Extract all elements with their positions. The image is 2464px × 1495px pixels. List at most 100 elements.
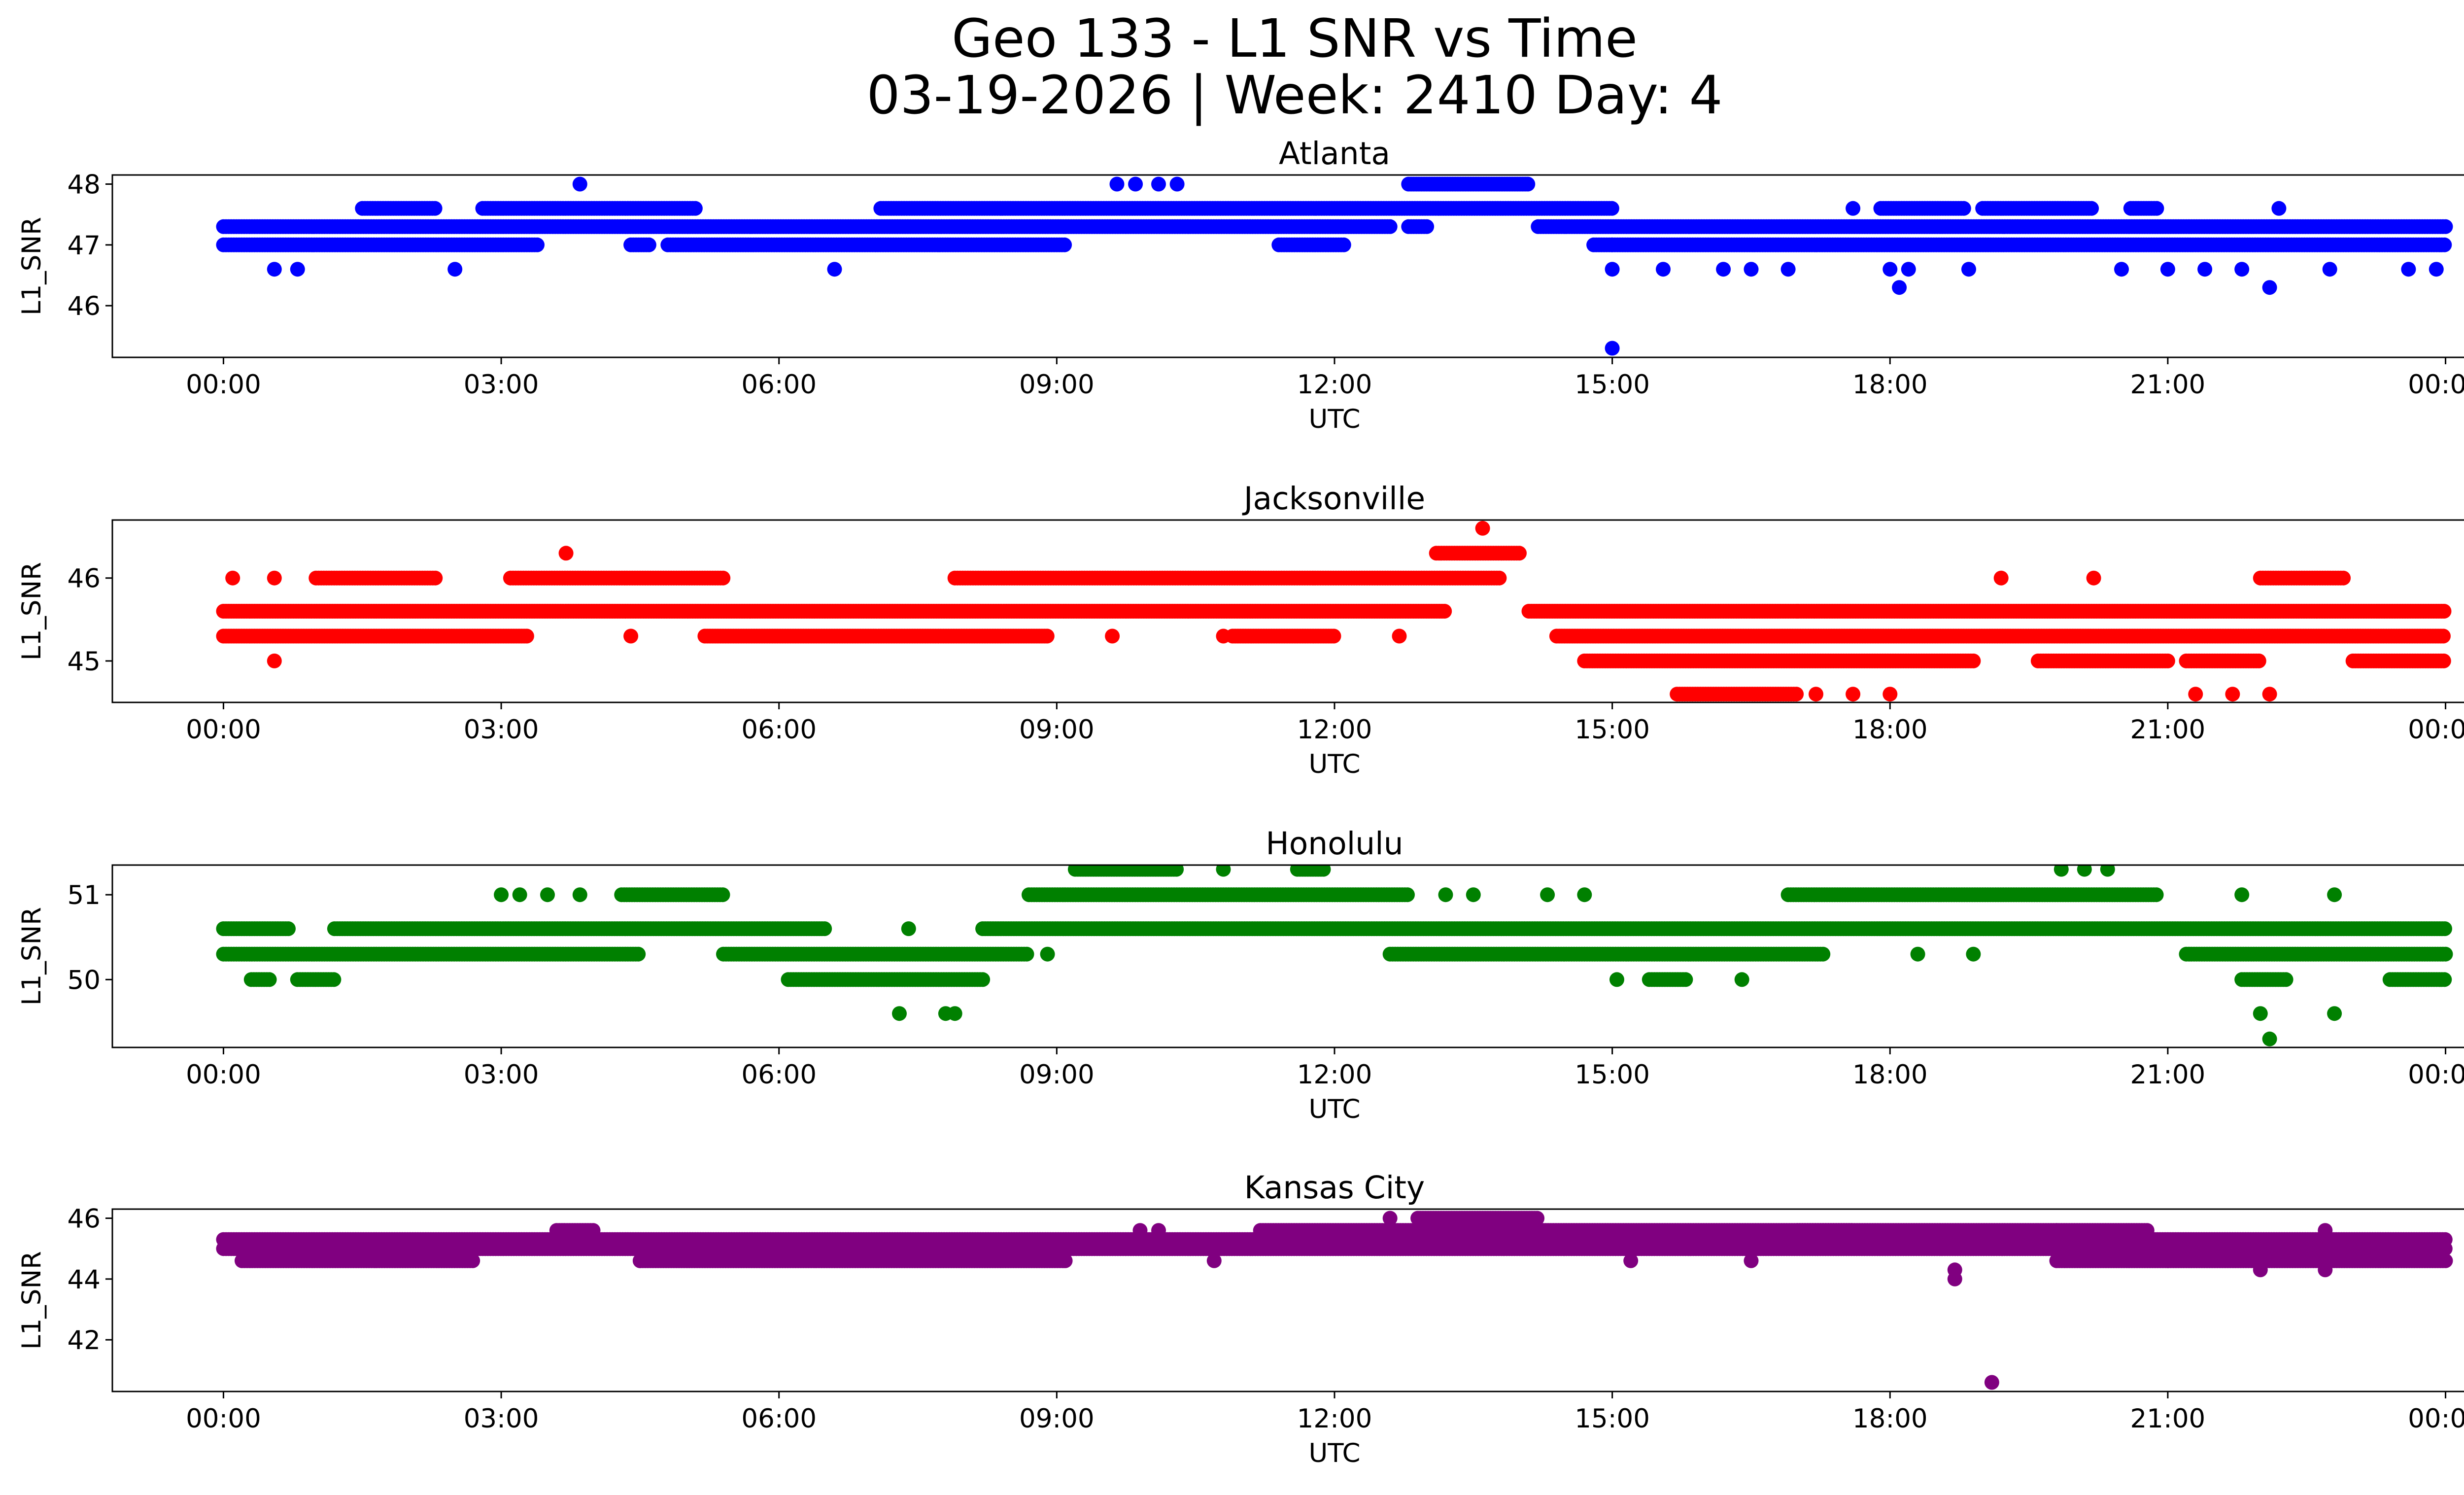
x-tick-label: 06:00 [741, 370, 817, 400]
x-tick-label: 06:00 [741, 715, 817, 745]
y-tick-label: 46 [68, 564, 101, 594]
data-point [530, 237, 545, 252]
y-axis-label: L1_SNR [17, 562, 47, 661]
y-axis-label: L1_SNR [17, 217, 47, 315]
data-point [1326, 628, 1341, 644]
data-point [1520, 176, 1536, 192]
data-point [267, 653, 282, 668]
data-point [1475, 521, 1490, 536]
data-point [572, 176, 587, 192]
data-point [1605, 262, 1620, 277]
data-point [2160, 653, 2175, 668]
x-axis-label: UTC [1308, 404, 1360, 434]
x-tick-label: 15:00 [1574, 715, 1650, 745]
data-point [2271, 201, 2287, 216]
x-tick-label: 12:00 [1297, 715, 1372, 745]
x-tick-label: 09:00 [1019, 715, 1095, 745]
data-point [267, 570, 282, 586]
data-point [2149, 201, 2164, 216]
data-point [1809, 687, 1823, 702]
x-tick-label: 18:00 [1852, 370, 1928, 400]
data-point [1790, 604, 1805, 619]
x-tick-label: 00:00 [186, 715, 261, 745]
subplot-title: Honolulu [1266, 826, 1403, 862]
y-tick-label: 45 [68, 647, 101, 677]
data-point [623, 628, 639, 644]
data-point [1105, 628, 1120, 644]
data-point [1780, 262, 1796, 277]
data-point [1882, 262, 1898, 277]
data-point [1605, 341, 1620, 356]
data-point [2188, 687, 2203, 702]
chart-title-line1: Geo 133 - L1 SNR vs Time [952, 8, 1638, 70]
data-point [2436, 653, 2451, 668]
data-point [1956, 201, 1971, 216]
data-point [1993, 570, 2009, 586]
data-point [1892, 280, 1907, 295]
data-point [447, 262, 463, 277]
data-point [2322, 262, 2337, 277]
data-point [428, 570, 443, 586]
data-point [2197, 262, 2213, 277]
data-point [1744, 262, 1759, 277]
chart-title-line2: 03-19-2026 | Week: 2410 Day: 4 [866, 65, 1722, 126]
data-point [558, 546, 574, 561]
data-point [1169, 176, 1185, 192]
data-point [281, 921, 296, 937]
data-point [1901, 262, 1916, 277]
data-point [1656, 262, 1671, 277]
data-point [2084, 201, 2099, 216]
data-point [1109, 176, 1125, 192]
data-point [2401, 262, 2416, 277]
x-tick-label: 00:00 [2408, 715, 2464, 745]
x-tick-label: 12:00 [1297, 370, 1372, 400]
data-point [1716, 262, 1731, 277]
data-point [1882, 687, 1898, 702]
data-point [1961, 262, 1976, 277]
data-point [1392, 628, 1407, 644]
y-tick-label: 48 [68, 170, 101, 200]
data-point [2114, 262, 2129, 277]
data-point [2437, 237, 2452, 252]
data-point [1151, 176, 1166, 192]
x-tick-label: 09:00 [1019, 370, 1095, 400]
y-tick-label: 47 [68, 231, 101, 261]
data-point [290, 262, 305, 277]
y-tick-label: 46 [68, 291, 101, 321]
data-point [1846, 201, 1861, 216]
data-point [2436, 628, 2451, 644]
data-point [716, 570, 731, 586]
data-point [1336, 237, 1351, 252]
series-atlanta-points [216, 176, 2453, 356]
series-jacksonville-points [216, 521, 2452, 702]
data-point [2336, 570, 2351, 586]
subplot-title: Jacksonville [1242, 481, 1425, 517]
x-tick-label: 03:00 [464, 370, 539, 400]
x-tick-label: 00:00 [2408, 370, 2464, 400]
data-point [1128, 176, 1143, 192]
data-point [1039, 628, 1055, 644]
data-point [1437, 604, 1452, 619]
data-point [2438, 219, 2453, 234]
subplot-title: Atlanta [1279, 136, 1390, 172]
x-tick-label: 03:00 [464, 715, 539, 745]
data-point [427, 201, 443, 216]
data-point [267, 262, 282, 277]
x-tick-label: 00:00 [186, 370, 261, 400]
series-honolulu-points [216, 865, 2453, 1046]
data-point [2086, 570, 2101, 586]
x-axis-label: UTC [1308, 749, 1360, 779]
data-point [1216, 628, 1231, 644]
data-point [1604, 201, 1619, 216]
data-point [1789, 687, 1804, 702]
data-point [2429, 262, 2444, 277]
data-point [817, 921, 832, 937]
data-point [519, 628, 534, 644]
subplots: Atlanta 00:00 03:00 06:00 09:00 12:00 15:00 18:… [17, 136, 2464, 1468]
data-point [2225, 687, 2240, 702]
data-point [1846, 687, 1861, 702]
data-point [225, 570, 240, 586]
data-point [2262, 687, 2277, 702]
